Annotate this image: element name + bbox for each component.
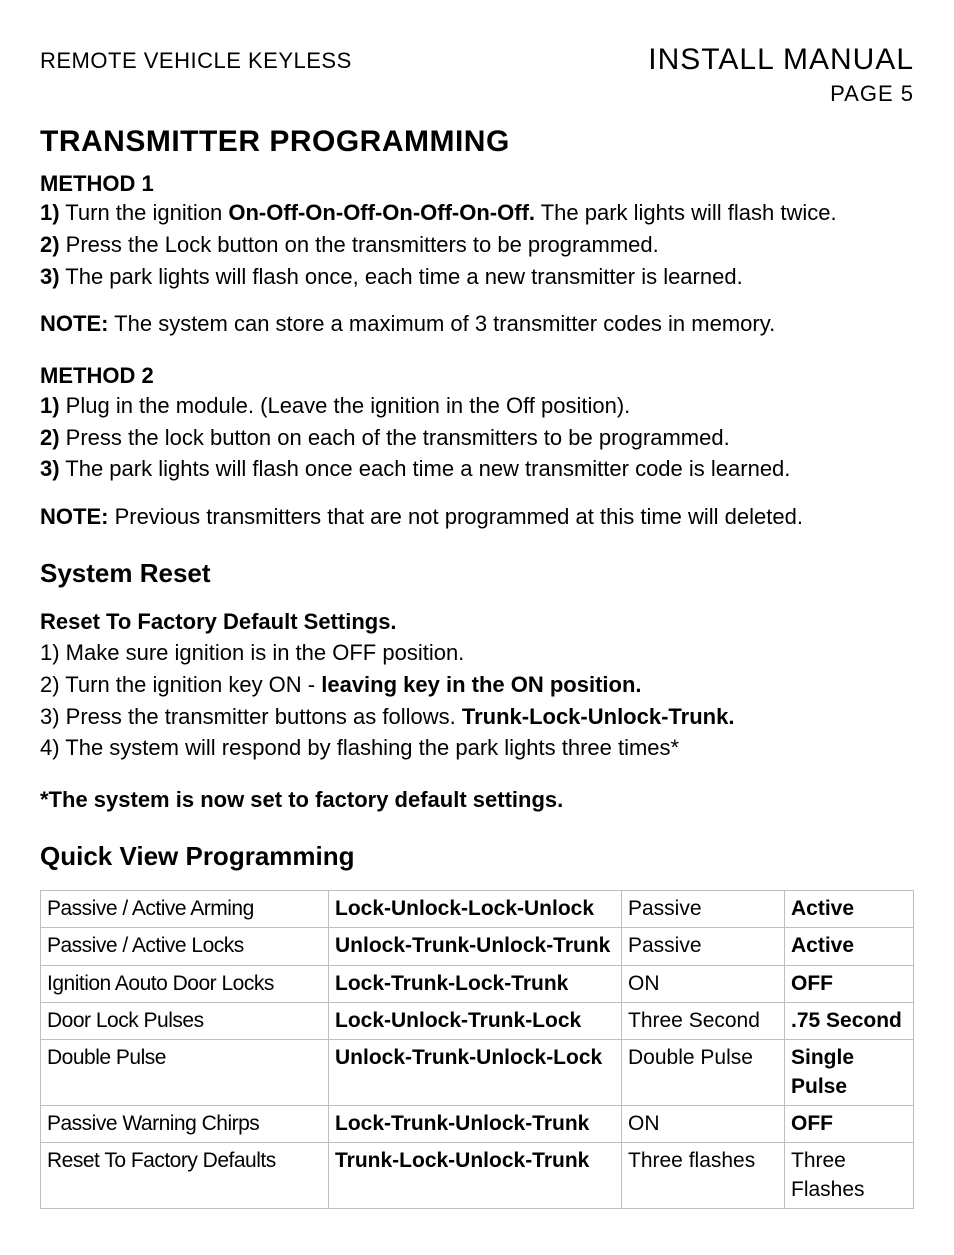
text: 3) Press the transmitter buttons as foll… bbox=[40, 704, 462, 729]
text: The park lights will flash once, each ti… bbox=[60, 264, 743, 289]
step-prefix: 3) bbox=[40, 456, 60, 481]
table-cell-feature: Passive Warning Chirps bbox=[41, 1105, 329, 1142]
table-cell-feature: Passive / Active Arming bbox=[41, 890, 329, 927]
text: Press the Lock button on the transmitter… bbox=[60, 232, 659, 257]
note-label: NOTE: bbox=[40, 311, 108, 336]
table-row: Reset To Factory DefaultsTrunk-Lock-Unlo… bbox=[41, 1143, 914, 1209]
header-left: REMOTE VEHICLE KEYLESS bbox=[40, 40, 352, 76]
text: The park lights will flash once each tim… bbox=[60, 456, 791, 481]
note-text: The system can store a maximum of 3 tran… bbox=[108, 311, 775, 336]
method2-step1: 1) Plug in the module. (Leave the igniti… bbox=[40, 391, 914, 421]
method2-note: NOTE: Previous transmitters that are not… bbox=[40, 502, 914, 532]
step-prefix: 2) bbox=[40, 425, 60, 450]
header-title: INSTALL MANUAL bbox=[648, 40, 914, 81]
step-prefix: 1) bbox=[40, 393, 60, 418]
table-cell-feature: Reset To Factory Defaults bbox=[41, 1143, 329, 1209]
table-row: Passive Warning ChirpsLock-Trunk-Unlock-… bbox=[41, 1105, 914, 1142]
table-cell-sequence: Lock-Unlock-Lock-Unlock bbox=[329, 890, 622, 927]
table-cell-feature: Ignition Aouto Door Locks bbox=[41, 965, 329, 1002]
table-cell-option1: ON bbox=[622, 1105, 785, 1142]
table-cell-option1: Three Second bbox=[622, 1002, 785, 1039]
page-header: REMOTE VEHICLE KEYLESS INSTALL MANUAL PA… bbox=[40, 40, 914, 108]
method1-label: METHOD 1 bbox=[40, 169, 914, 199]
ignition-sequence: On-Off-On-Off-On-Off-On-Off. bbox=[228, 200, 535, 225]
method2-step2: 2) Press the lock button on each of the … bbox=[40, 423, 914, 453]
table-cell-option2: Active bbox=[785, 890, 914, 927]
table-cell-option1: Passive bbox=[622, 928, 785, 965]
table-cell-option2: Three Flashes bbox=[785, 1143, 914, 1209]
text: The park lights will flash twice. bbox=[535, 200, 837, 225]
table-cell-sequence: Unlock-Trunk-Unlock-Lock bbox=[329, 1040, 622, 1106]
table-cell-option1: Passive bbox=[622, 890, 785, 927]
step-prefix: 3) bbox=[40, 264, 60, 289]
text: 2) Turn the ignition key ON - bbox=[40, 672, 321, 697]
reset-subhead: Reset To Factory Default Settings. bbox=[40, 607, 914, 637]
reset-step4: 4) The system will respond by flashing t… bbox=[40, 733, 914, 763]
step-prefix: 2) bbox=[40, 232, 60, 257]
bold-text: Trunk-Lock-Unlock-Trunk. bbox=[462, 704, 735, 729]
table-cell-option2: .75 Second bbox=[785, 1002, 914, 1039]
method1-step2: 2) Press the Lock button on the transmit… bbox=[40, 230, 914, 260]
page-title: TRANSMITTER PROGRAMMING bbox=[40, 122, 914, 163]
table-cell-feature: Door Lock Pulses bbox=[41, 1002, 329, 1039]
table-cell-option2: Single Pulse bbox=[785, 1040, 914, 1106]
table-cell-option1: Three flashes bbox=[622, 1143, 785, 1209]
table-cell-sequence: Lock-Trunk-Unlock-Trunk bbox=[329, 1105, 622, 1142]
page-number: PAGE 5 bbox=[648, 79, 914, 109]
table-cell-sequence: Lock-Trunk-Lock-Trunk bbox=[329, 965, 622, 1002]
method1-step1: 1) Turn the ignition On-Off-On-Off-On-Of… bbox=[40, 198, 914, 228]
table-cell-feature: Passive / Active Locks bbox=[41, 928, 329, 965]
table-row: Ignition Aouto Door LocksLock-Trunk-Lock… bbox=[41, 965, 914, 1002]
table-cell-option2: OFF bbox=[785, 965, 914, 1002]
table-cell-sequence: Unlock-Trunk-Unlock-Trunk bbox=[329, 928, 622, 965]
table-row: Double PulseUnlock-Trunk-Unlock-LockDoub… bbox=[41, 1040, 914, 1106]
method1-note: NOTE: The system can store a maximum of … bbox=[40, 309, 914, 339]
text: Plug in the module. (Leave the ignition … bbox=[60, 393, 631, 418]
method1-step3: 3) The park lights will flash once, each… bbox=[40, 262, 914, 292]
system-reset-heading: System Reset bbox=[40, 556, 914, 591]
reset-step3: 3) Press the transmitter buttons as foll… bbox=[40, 702, 914, 732]
table-cell-sequence: Lock-Unlock-Trunk-Lock bbox=[329, 1002, 622, 1039]
table-cell-sequence: Trunk-Lock-Unlock-Trunk bbox=[329, 1143, 622, 1209]
reset-footnote: *The system is now set to factory defaul… bbox=[40, 785, 914, 815]
table-row: Passive / Active ArmingLock-Unlock-Lock-… bbox=[41, 890, 914, 927]
table-cell-option1: Double Pulse bbox=[622, 1040, 785, 1106]
header-right: INSTALL MANUAL PAGE 5 bbox=[648, 40, 914, 108]
text: Turn the ignition bbox=[60, 200, 229, 225]
programming-table: Passive / Active ArmingLock-Unlock-Lock-… bbox=[40, 890, 914, 1209]
step-prefix: 1) bbox=[40, 200, 60, 225]
reset-step1: 1) Make sure ignition is in the OFF posi… bbox=[40, 638, 914, 668]
quick-view-heading: Quick View Programming bbox=[40, 839, 914, 874]
note-text: Previous transmitters that are not progr… bbox=[108, 504, 803, 529]
table-row: Door Lock PulsesLock-Unlock-Trunk-LockTh… bbox=[41, 1002, 914, 1039]
reset-step2: 2) Turn the ignition key ON - leaving ke… bbox=[40, 670, 914, 700]
note-label: NOTE: bbox=[40, 504, 108, 529]
method2-step3: 3) The park lights will flash once each … bbox=[40, 454, 914, 484]
table-cell-option1: ON bbox=[622, 965, 785, 1002]
bold-text: leaving key in the ON position. bbox=[321, 672, 641, 697]
table-cell-option2: Active bbox=[785, 928, 914, 965]
table-cell-feature: Double Pulse bbox=[41, 1040, 329, 1106]
text: Press the lock button on each of the tra… bbox=[60, 425, 730, 450]
method2-label: METHOD 2 bbox=[40, 361, 914, 391]
table-cell-option2: OFF bbox=[785, 1105, 914, 1142]
table-row: Passive / Active LocksUnlock-Trunk-Unloc… bbox=[41, 928, 914, 965]
